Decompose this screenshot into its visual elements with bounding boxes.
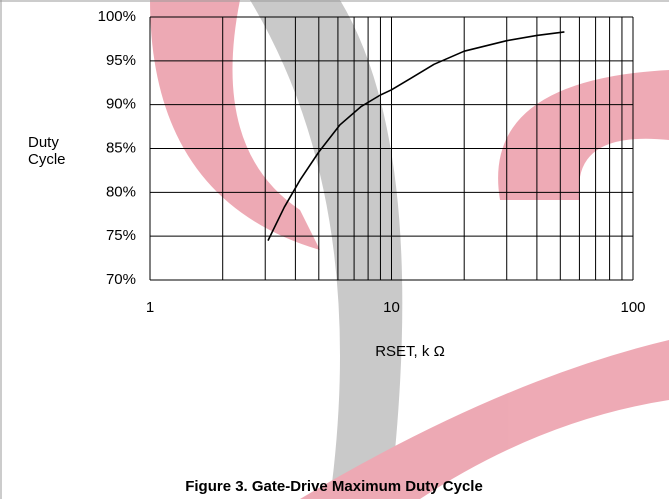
x-axis-label: RSET, k Ω	[375, 343, 445, 360]
y-tick-label: 95%	[106, 52, 136, 69]
y-tick-label: 70%	[106, 271, 136, 288]
y-tick-label: 90%	[106, 96, 136, 113]
data-line	[267, 31, 565, 241]
x-tick-label: 1	[146, 299, 154, 316]
x-tick-label: 10	[383, 299, 400, 316]
x-tick-label: 100	[620, 299, 645, 316]
watermark-arc	[300, 340, 669, 499]
y-tick-label: 100%	[98, 8, 136, 25]
y-axis-label: Duty Cycle	[28, 134, 66, 168]
y-tick-label: 85%	[106, 139, 136, 156]
watermark	[150, 0, 669, 499]
y-tick-label: 75%	[106, 227, 136, 244]
watermark-arc	[150, 0, 320, 250]
watermark-arc	[498, 70, 669, 200]
y-tick-label: 80%	[106, 183, 136, 200]
chart-title: Figure 3. Gate-Drive Maximum Duty Cycle	[185, 478, 483, 495]
watermark-arc	[250, 0, 403, 499]
